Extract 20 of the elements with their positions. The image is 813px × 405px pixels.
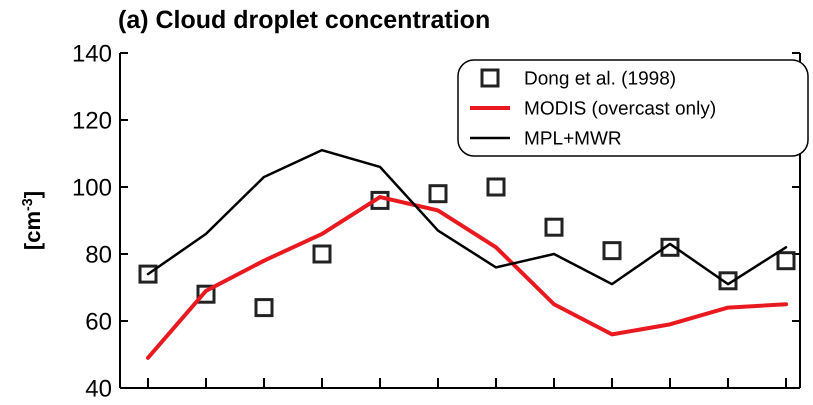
- point: [312, 244, 332, 264]
- point: [602, 241, 622, 260]
- point: [776, 251, 796, 270]
- point: [254, 298, 274, 318]
- point: [138, 264, 158, 284]
- point: [428, 184, 448, 204]
- y-tick-label: 140: [72, 40, 112, 68]
- y-tick-label: 40: [85, 375, 112, 402]
- y-tick-label: 120: [72, 107, 112, 134]
- point: [718, 271, 738, 290]
- legend-label: MODIS (overcast only): [524, 98, 716, 120]
- point: [544, 218, 564, 237]
- point: [660, 238, 680, 257]
- y-tick-label: 60: [85, 308, 112, 336]
- y-tick-label: 80: [85, 241, 112, 268]
- legend-label: Dong et al. (1998): [524, 68, 676, 90]
- chart-title: (a) Cloud droplet concentration: [118, 6, 490, 34]
- point: [486, 178, 506, 196]
- y-tick-label: 100: [72, 174, 112, 202]
- legend-label: MPL+MWR: [524, 128, 622, 150]
